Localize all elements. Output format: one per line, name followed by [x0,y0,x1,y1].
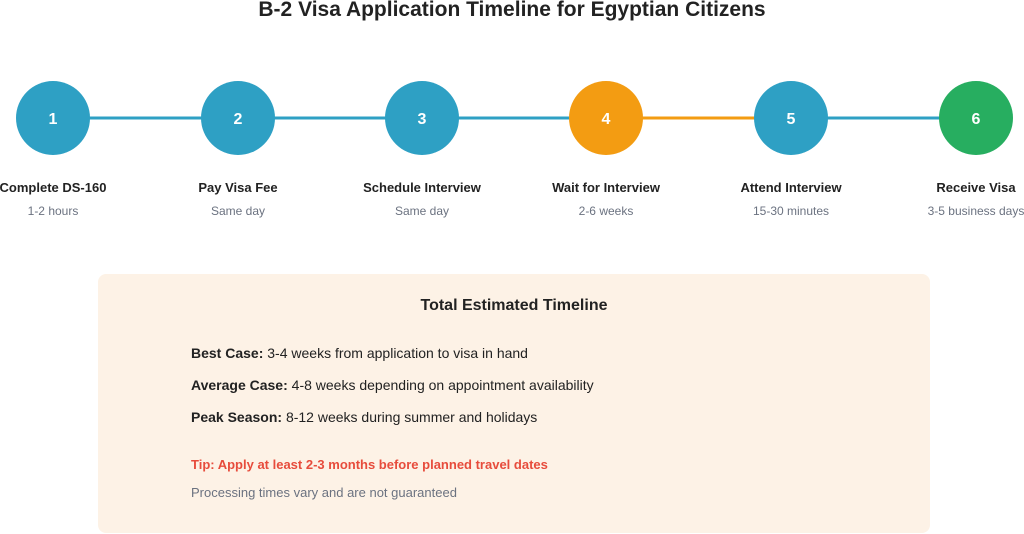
row-text: 8-12 weeks during summer and holidays [282,409,538,425]
step-duration: 1-2 hours [27,204,79,218]
step-number: 5 [787,111,796,128]
summary-box: Total Estimated Timeline Best Case: 3-4 … [98,274,930,533]
step-duration: 15-30 minutes [752,204,830,218]
step-label: Pay Visa Fee [198,180,278,195]
step-3: 3 [385,81,459,155]
row-text: 3-4 weeks from application to visa in ha… [263,345,528,361]
disclaimer-note: Processing times vary and are not guaran… [191,485,457,500]
summary-heading: Total Estimated Timeline [420,297,608,314]
step-1: 1 [16,81,90,155]
step-circle [569,81,643,155]
step-2: 2 [201,81,275,155]
summary-row-best: Best Case: 3-4 weeks from application to… [191,345,528,361]
row-text: 4-8 weeks depending on appointment avail… [287,377,594,393]
step-number: 4 [602,111,611,128]
row-label: Best Case: [191,345,264,361]
step-label: Complete DS-160 [0,180,107,195]
row-label: Average Case: [191,377,288,393]
step-label: Schedule Interview [363,180,481,195]
step-number: 6 [972,111,981,128]
step-circle [754,81,828,155]
step-label: Wait for Interview [552,180,660,195]
step-circle [16,81,90,155]
step-number: 3 [418,111,427,128]
step-label: Receive Visa [936,180,1016,195]
step-duration: 2-6 weeks [578,204,634,218]
step-circle [201,81,275,155]
timeline: 1 2 3 4 5 6 [16,81,1013,155]
step-number: 1 [49,111,58,128]
step-circle [939,81,1013,155]
summary-row-average: Average Case: 4-8 weeks depending on app… [191,377,594,393]
step-4: 4 [569,81,643,155]
step-label: Attend Interview [740,180,842,195]
step-circle [385,81,459,155]
row-label: Peak Season: [191,409,283,425]
step-duration: Same day [210,204,266,218]
summary-row-peak: Peak Season: 8-12 weeks during summer an… [191,409,537,425]
step-duration: Same day [394,204,450,218]
page-title: B-2 Visa Application Timeline for Egypti… [258,0,766,21]
step-number: 2 [234,111,243,128]
step-6: 6 [939,81,1013,155]
tip-text: Tip: Apply at least 2-3 months before pl… [191,457,548,472]
step-duration: 3-5 business days [927,204,1024,218]
step-5: 5 [754,81,828,155]
